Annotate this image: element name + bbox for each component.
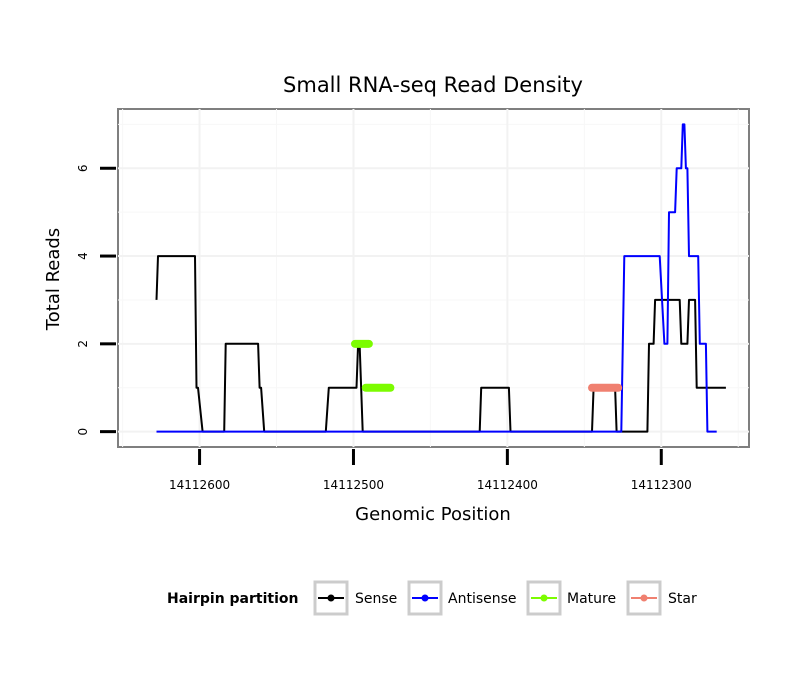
antisense-legend-point: [421, 594, 429, 602]
legend: Hairpin partition Sense Antisense Mature St…: [167, 580, 697, 616]
y-axis-title: Total Reads: [43, 228, 64, 331]
antisense-legend-label: Antisense: [448, 591, 517, 607]
mature-legend-point: [540, 594, 548, 602]
legend-title: Hairpin partition: [167, 591, 298, 607]
y-tick-label: 4: [76, 252, 90, 260]
x-tick-label: 14112300: [631, 478, 692, 492]
y-tick-label: 2: [76, 340, 90, 348]
mature-legend-label: Mature: [567, 591, 616, 607]
x-tick-label: 14112600: [169, 478, 230, 492]
axis-ticks: 0 2 4 6 14112600 14112500 14112400 14112300: [76, 164, 692, 492]
sense-legend-point: [327, 594, 335, 602]
y-tick-label: 0: [76, 428, 90, 436]
y-tick-label: 6: [76, 164, 90, 172]
x-axis-title: Genomic Position: [355, 504, 511, 525]
antisense-series-line: [156, 123, 717, 433]
data-series: [155, 123, 726, 433]
x-tick-label: 14112400: [477, 478, 538, 492]
star-legend-point: [640, 594, 648, 602]
panel-background: [117, 108, 750, 448]
chart-title: Small RNA-seq Read Density: [283, 73, 583, 97]
sense-legend-label: Sense: [355, 591, 397, 607]
star-legend-label: Star: [668, 591, 697, 607]
x-tick-label: 14112500: [323, 478, 384, 492]
